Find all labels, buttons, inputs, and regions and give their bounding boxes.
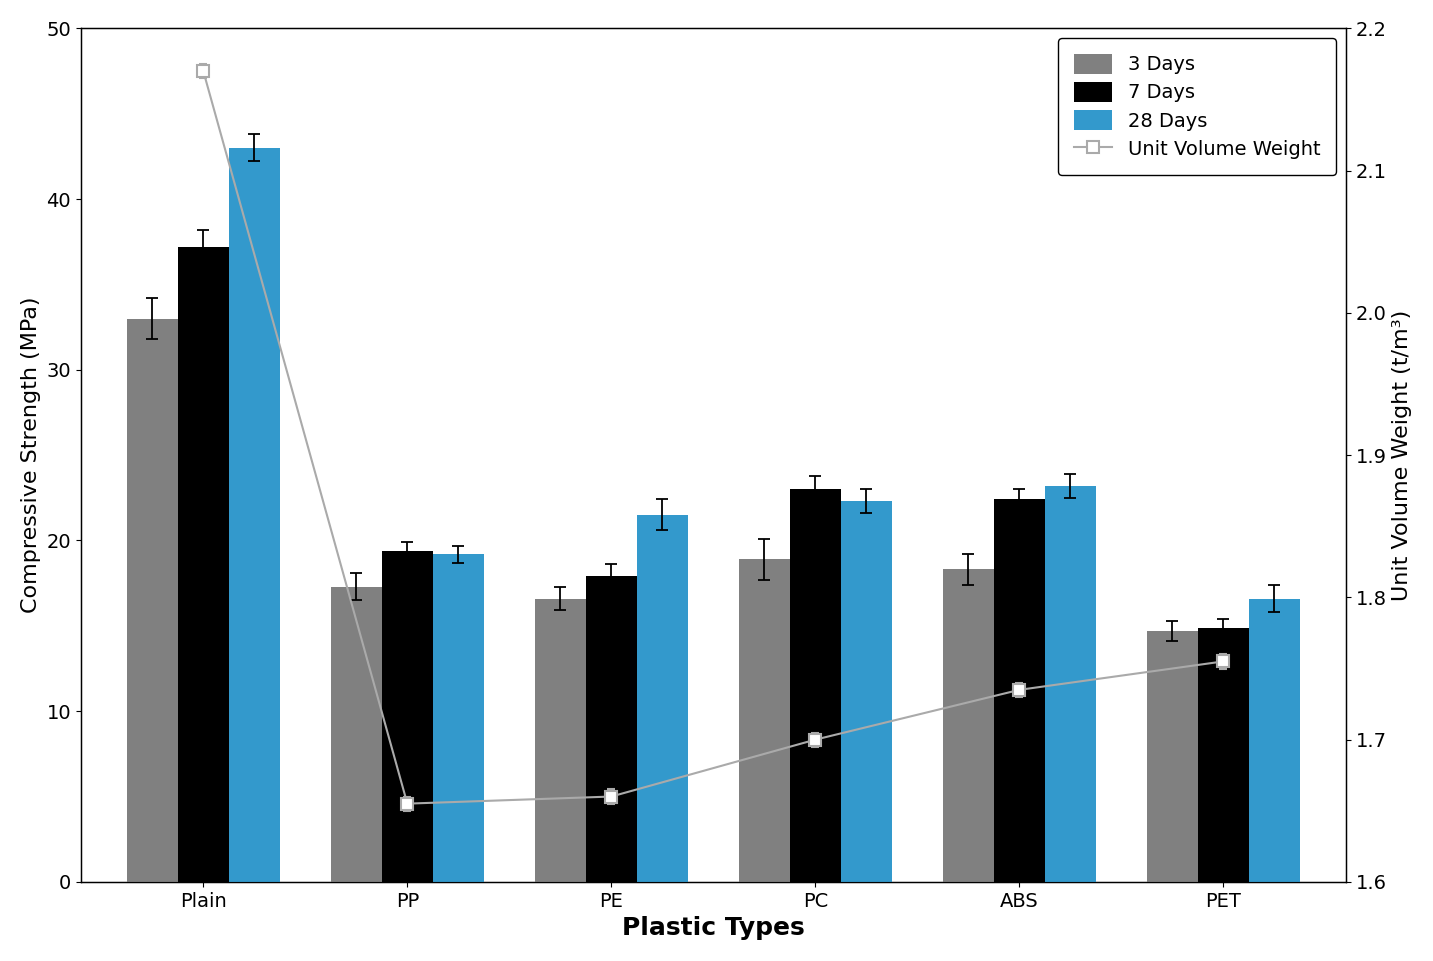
Bar	[790, 489, 841, 882]
Y-axis label: Compressive Strength (MPa): Compressive Strength (MPa)	[21, 297, 40, 613]
Bar	[178, 247, 229, 882]
Bar	[586, 577, 636, 882]
Y-axis label: Unit Volume Weight (t/m³): Unit Volume Weight (t/m³)	[1393, 309, 1412, 601]
Bar	[331, 586, 381, 882]
Bar	[535, 599, 586, 882]
Bar	[229, 148, 279, 882]
Legend: 3 Days, 7 Days, 28 Days, Unit Volume Weight: 3 Days, 7 Days, 28 Days, Unit Volume Wei…	[1058, 38, 1336, 175]
Bar	[1045, 486, 1096, 882]
Bar	[1198, 628, 1250, 882]
Bar	[995, 500, 1045, 882]
Bar	[1250, 599, 1300, 882]
Bar	[841, 502, 891, 882]
Bar	[126, 318, 178, 882]
Bar	[381, 551, 433, 882]
Bar	[636, 515, 688, 882]
Bar	[1146, 631, 1198, 882]
Bar	[943, 570, 995, 882]
X-axis label: Plastic Types: Plastic Types	[622, 916, 805, 940]
Bar	[433, 554, 484, 882]
Bar	[739, 559, 790, 882]
